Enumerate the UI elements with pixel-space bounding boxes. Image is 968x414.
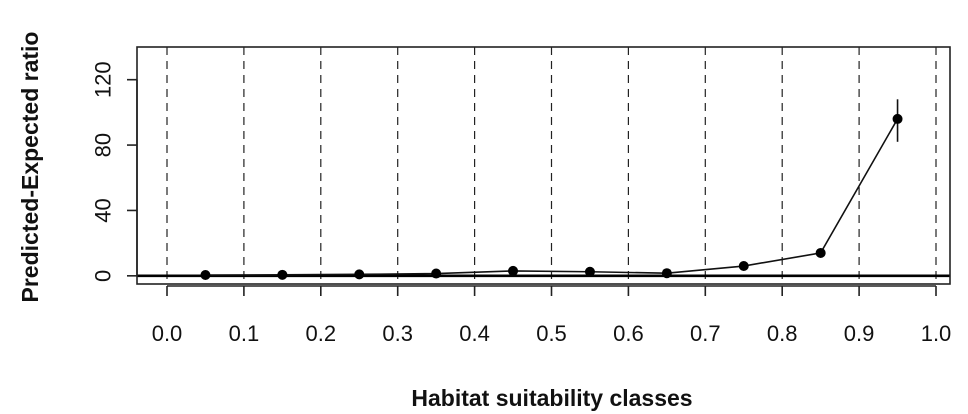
gridlines	[166, 47, 937, 284]
x-tick-label: 0.9	[844, 321, 875, 346]
y-tick-label: 80	[91, 133, 116, 157]
data-point	[354, 269, 365, 280]
x-tick-label: 1.0	[921, 321, 952, 346]
series-line-layer	[205, 118, 899, 276]
x-tick-label: 0.0	[152, 321, 183, 346]
data-point	[738, 261, 749, 272]
x-tick-label: 0.6	[613, 321, 644, 346]
x-tick-label: 0.5	[536, 321, 567, 346]
y-tick-label: 120	[91, 61, 116, 98]
plot-frame	[136, 46, 951, 285]
data-point	[431, 268, 442, 279]
y-tick-label: 40	[91, 198, 116, 222]
y-axis-title: Predicted-Expected ratio	[17, 32, 43, 303]
x-tick-label: 0.3	[382, 321, 413, 346]
data-point	[508, 265, 519, 276]
x-tick-label: 0.7	[690, 321, 721, 346]
data-point	[815, 247, 826, 258]
y-axis: 0 40 80 120	[91, 61, 138, 282]
x-tick-label: 0.8	[767, 321, 798, 346]
x-axis-title: Habitat suitability classes	[411, 385, 692, 411]
data-point	[277, 269, 288, 280]
y-tick-label: 0	[91, 270, 116, 282]
points-layer	[200, 113, 903, 281]
x-axis: 0.0 0.1 0.2 0.3 0.4 0.5 0.6 0.7 0.8 0.9 1.0	[152, 285, 952, 346]
x-tick-label: 0.4	[459, 321, 490, 346]
data-point	[200, 270, 211, 281]
x-tick-label: 0.1	[229, 321, 260, 346]
x-tick-label: 0.2	[306, 321, 337, 346]
data-point	[892, 113, 903, 124]
series-line	[205, 118, 899, 276]
data-point	[661, 268, 672, 279]
data-point	[584, 266, 595, 277]
